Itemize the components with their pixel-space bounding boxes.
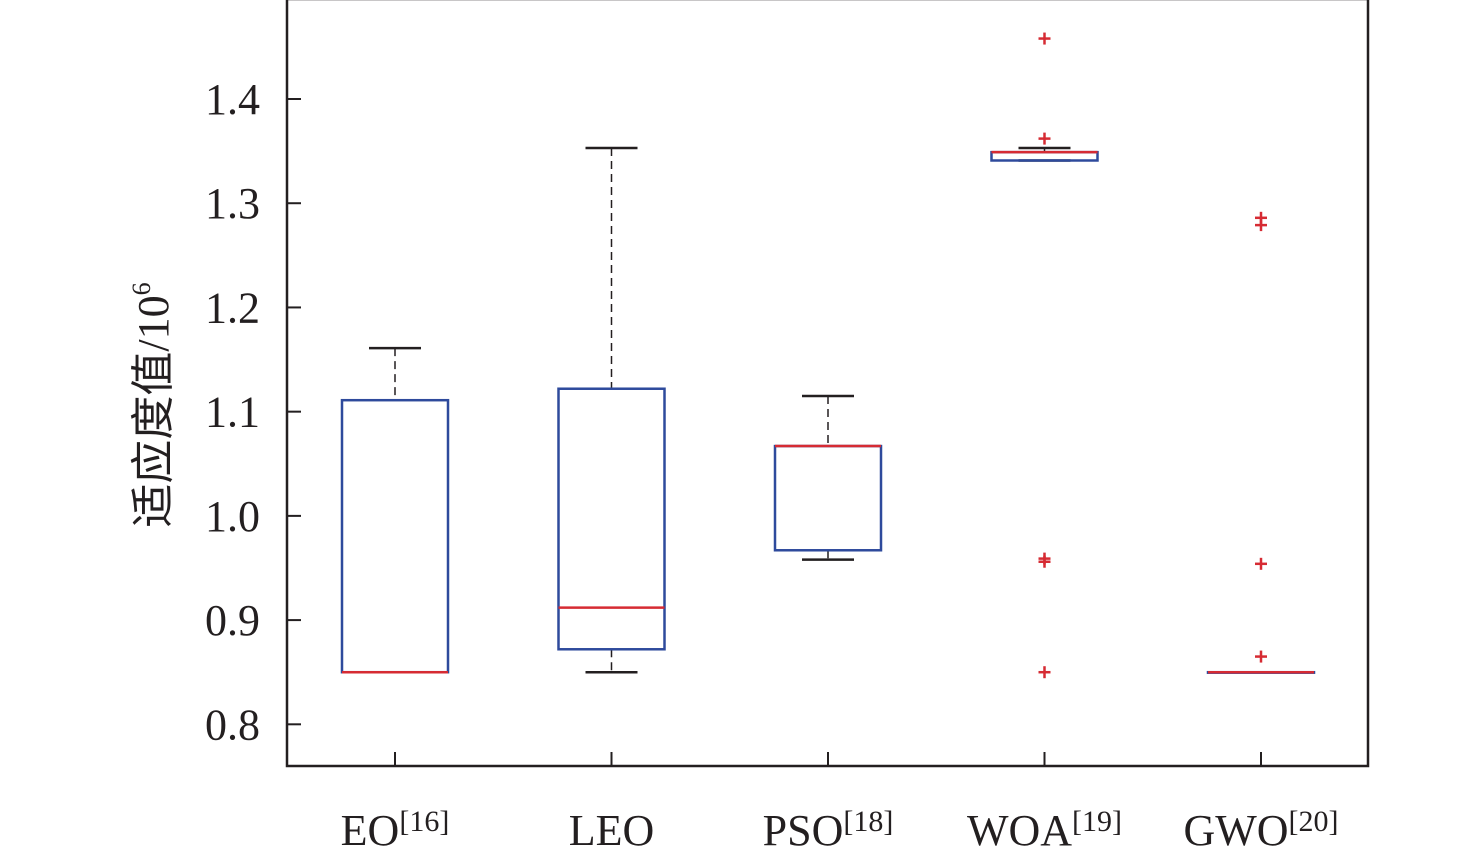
plot-layer: 0.8 0.9 1.0 1.1 1.2 1.3 1.4 EO[16] LEO PSO[18] WOA… [205, 0, 1370, 855]
y-axis-label-text: 适应度值/10 [129, 295, 178, 527]
box [773, 444, 883, 552]
x-tick-label: PSO[18] [763, 805, 894, 855]
y-tick-label: 0.9 [205, 596, 260, 645]
box [990, 150, 1099, 162]
x-tick-label-name: WOA [967, 806, 1072, 855]
x-tick-label-ref: [18] [843, 805, 893, 838]
y-tick-label: 1.4 [205, 75, 260, 124]
x-tick-label-ref: [19] [1072, 805, 1122, 838]
y-tick-label: 1.1 [205, 388, 260, 437]
x-tick-label-name: LEO [569, 806, 655, 855]
box [340, 398, 450, 674]
y-tick-label: 1.2 [205, 283, 260, 332]
x-tick-label: WOA[19] [967, 805, 1122, 855]
x-tick-label-name: GWO [1183, 806, 1288, 855]
y-tick-label: 1.3 [205, 179, 260, 228]
x-tick-label-ref: [20] [1289, 805, 1339, 838]
y-tick-label: 1.0 [205, 492, 260, 541]
x-tick-label: GWO[20] [1183, 805, 1338, 855]
y-axis-label: 适应度值/106 [127, 282, 178, 527]
y-tick-label: 0.8 [205, 700, 260, 749]
x-tick-label-ref: [16] [399, 805, 449, 838]
x-tick-label-name: EO [341, 806, 400, 855]
x-tick-label: LEO [569, 806, 655, 855]
x-tick-label: EO[16] [341, 805, 450, 855]
y-axis-label-superscript: 6 [127, 282, 156, 295]
x-tick-label-name: PSO [763, 806, 844, 855]
box [557, 387, 666, 651]
